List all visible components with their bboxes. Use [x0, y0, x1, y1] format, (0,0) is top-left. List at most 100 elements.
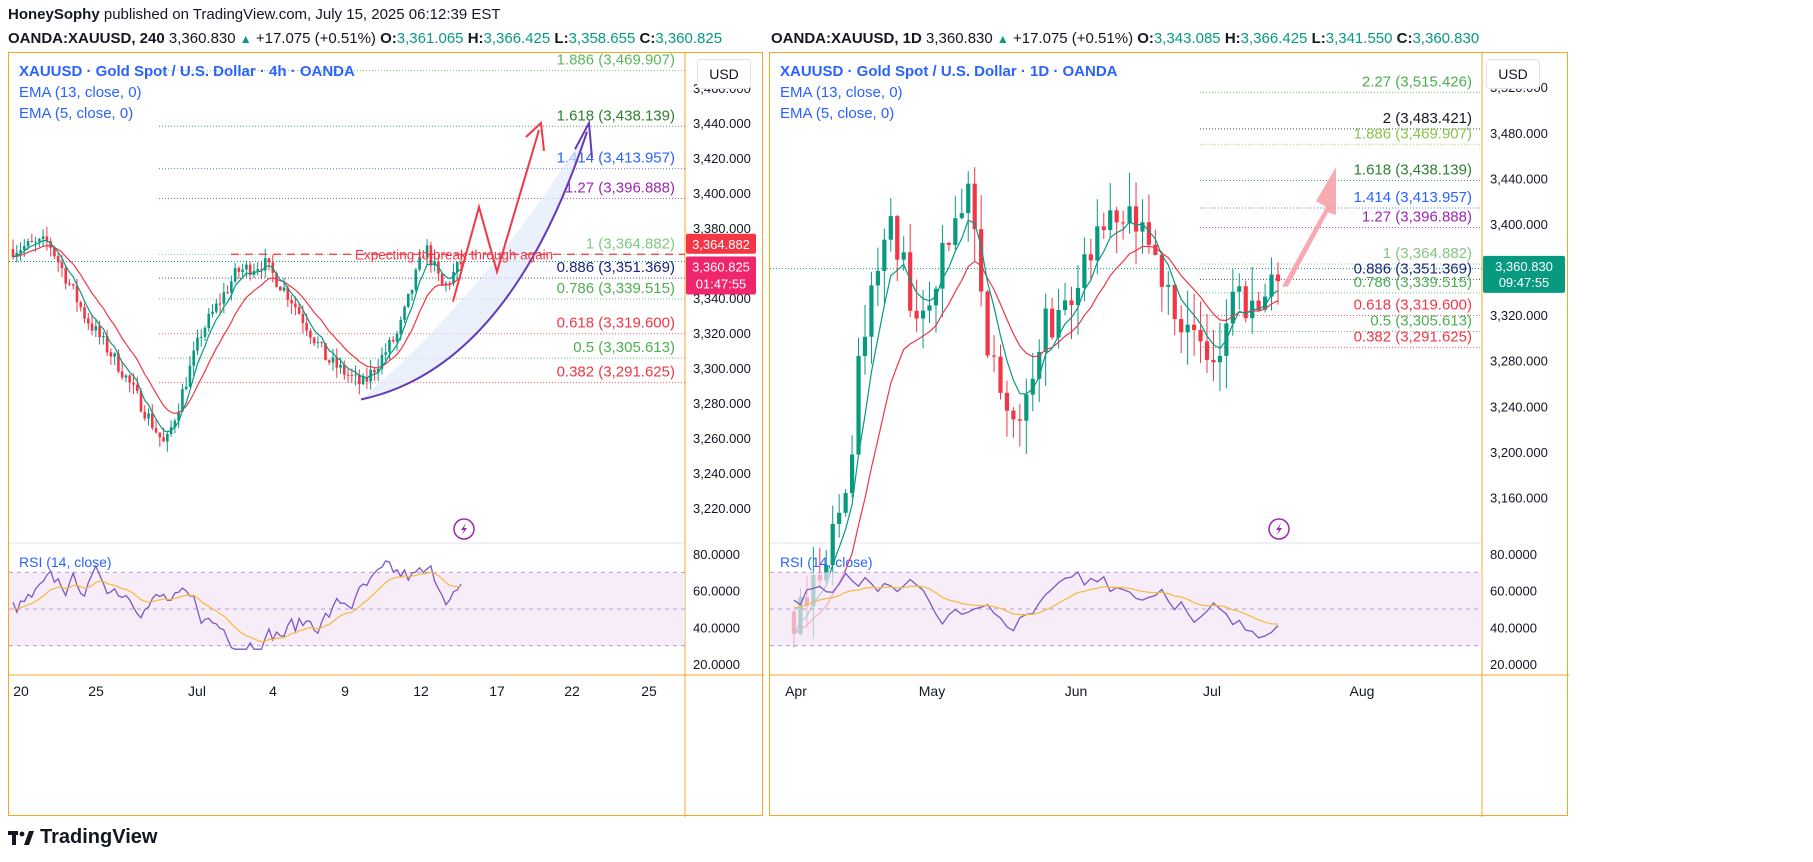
- candle-body: [888, 216, 893, 240]
- fib-level-label: 1 (3,364.882): [1383, 245, 1472, 262]
- candle-body: [354, 374, 357, 376]
- right-chart-svg[interactable]: 3,520.0003,480.0003,440.0003,400.0003,36…: [770, 53, 1569, 817]
- author-name[interactable]: HoneySophy: [8, 6, 100, 23]
- fib-level-label: 1.27 (3,396.888): [565, 179, 675, 196]
- candle-body: [256, 269, 260, 271]
- projection-curve: [360, 131, 588, 401]
- left-high: 3,366.425: [483, 30, 551, 47]
- candle-body: [124, 375, 128, 378]
- ema-13-line: [12, 244, 462, 415]
- candle-body: [245, 264, 248, 270]
- candle-body: [1050, 308, 1055, 338]
- candle-body: [1204, 341, 1210, 360]
- candle-body: [440, 273, 444, 286]
- candle-body: [869, 285, 874, 337]
- left-ema13-label[interactable]: EMA (13, close, 0): [19, 84, 142, 101]
- candle-body: [230, 281, 233, 293]
- time-tick-label: May: [919, 683, 945, 699]
- candle-body: [41, 236, 45, 240]
- candle-body: [1082, 254, 1087, 288]
- left-chart-pane[interactable]: 3,460.0003,440.0003,420.0003,400.0003,38…: [8, 52, 764, 817]
- right-high: 3,366.425: [1240, 30, 1308, 47]
- time-tick-label: Aug: [1350, 683, 1375, 699]
- candle-body: [331, 357, 335, 363]
- price-tick-label: 3,240.000: [1490, 399, 1548, 414]
- right-ema13-label[interactable]: EMA (13, close, 0): [780, 84, 903, 101]
- candle-body: [278, 286, 282, 291]
- candle-body: [418, 256, 421, 270]
- candle-body: [953, 218, 958, 245]
- price-tick-label: 3,480.000: [1490, 126, 1548, 141]
- price-tick-label: 3,280.000: [1490, 354, 1548, 369]
- right-change: +17.075 (+0.51%): [1012, 30, 1134, 47]
- candle-body: [139, 390, 143, 412]
- candle-body: [966, 183, 971, 214]
- candle-body: [173, 420, 177, 428]
- tradingview-footer[interactable]: TradingView: [8, 826, 157, 849]
- rsi-tick-label: 60.0000: [1490, 584, 1537, 599]
- timer-text: 09:47:55: [1499, 275, 1550, 290]
- candle-body: [914, 310, 919, 319]
- candle-body: [979, 229, 984, 292]
- left-symbol[interactable]: OANDA:XAUUSD, 240: [8, 30, 165, 47]
- right-close: 3,360.830: [1412, 30, 1480, 47]
- candle-body: [350, 375, 354, 377]
- price-tick-label: 3,200.000: [1490, 445, 1548, 460]
- candle-body: [380, 354, 384, 369]
- candle-body: [920, 310, 926, 319]
- rsi-legend-label[interactable]: RSI (14, close): [19, 554, 112, 570]
- candle-body: [15, 252, 19, 257]
- left-chart-svg[interactable]: 3,460.0003,440.0003,420.0003,400.0003,38…: [9, 53, 764, 817]
- price-tick-label: 3,400.000: [1490, 217, 1548, 232]
- candle-body: [1211, 359, 1216, 363]
- right-chart-pane[interactable]: 3,520.0003,480.0003,440.0003,400.0003,36…: [769, 52, 1569, 817]
- candle-body: [985, 291, 990, 356]
- time-tick-label: Apr: [785, 683, 807, 699]
- candle-body: [830, 523, 835, 566]
- time-tick-label: 22: [564, 683, 580, 699]
- fib-level-label: 0.618 (3,319.600): [1354, 297, 1472, 314]
- right-symbol[interactable]: OANDA:XAUUSD, 1D: [771, 30, 922, 47]
- left-open: 3,361.065: [396, 30, 464, 47]
- candle-body: [1198, 330, 1203, 342]
- left-ema5-label[interactable]: EMA (5, close, 0): [19, 105, 134, 122]
- candle-body: [128, 375, 132, 383]
- candle-body: [79, 302, 83, 308]
- candle-body: [448, 283, 452, 285]
- candle-body: [1030, 378, 1035, 395]
- time-tick-label: 25: [641, 683, 657, 699]
- candle-body: [1127, 206, 1132, 224]
- candle-body: [90, 323, 94, 331]
- right-currency-button[interactable]: USD: [1486, 59, 1540, 89]
- candle-body: [34, 241, 37, 243]
- candle-body: [177, 411, 180, 421]
- right-legend-title[interactable]: XAUUSD · Gold Spot / U.S. Dollar · 1D · …: [780, 63, 1118, 80]
- fib-price-tag-text: 3,364.882: [692, 237, 750, 252]
- candle-body: [849, 454, 855, 494]
- candle-body: [1062, 300, 1068, 310]
- fib-level-label: 2 (3,483.421): [1383, 110, 1472, 127]
- candle-body: [181, 389, 184, 412]
- last-price-tag-text: 3,360.825: [692, 260, 750, 275]
- price-tick-label: 3,380.000: [693, 221, 751, 236]
- candle-body: [843, 493, 848, 513]
- tradingview-logo-icon: [8, 830, 34, 845]
- candle-body: [837, 512, 842, 524]
- rsi-legend-label[interactable]: RSI (14, close): [780, 554, 873, 570]
- rsi-tick-label: 20.0000: [1490, 657, 1537, 672]
- candle-body: [1140, 222, 1145, 232]
- left-currency-button[interactable]: USD: [697, 59, 751, 89]
- rsi-line: [12, 560, 462, 650]
- candle-body: [365, 377, 369, 382]
- zigzag-arrow: [452, 129, 540, 302]
- candle-body: [1256, 300, 1261, 310]
- candle-body: [1056, 309, 1061, 338]
- candle-body: [192, 350, 196, 366]
- candle-body: [1017, 419, 1022, 421]
- left-legend-title[interactable]: XAUUSD · Gold Spot / U.S. Dollar · 4h · …: [19, 63, 355, 80]
- candle-body: [342, 364, 346, 375]
- candle-body: [1153, 244, 1158, 255]
- candle-body: [459, 262, 463, 265]
- right-ema5-label[interactable]: EMA (5, close, 0): [780, 105, 895, 122]
- fib-level-label: 1.27 (3,396.888): [1362, 208, 1472, 225]
